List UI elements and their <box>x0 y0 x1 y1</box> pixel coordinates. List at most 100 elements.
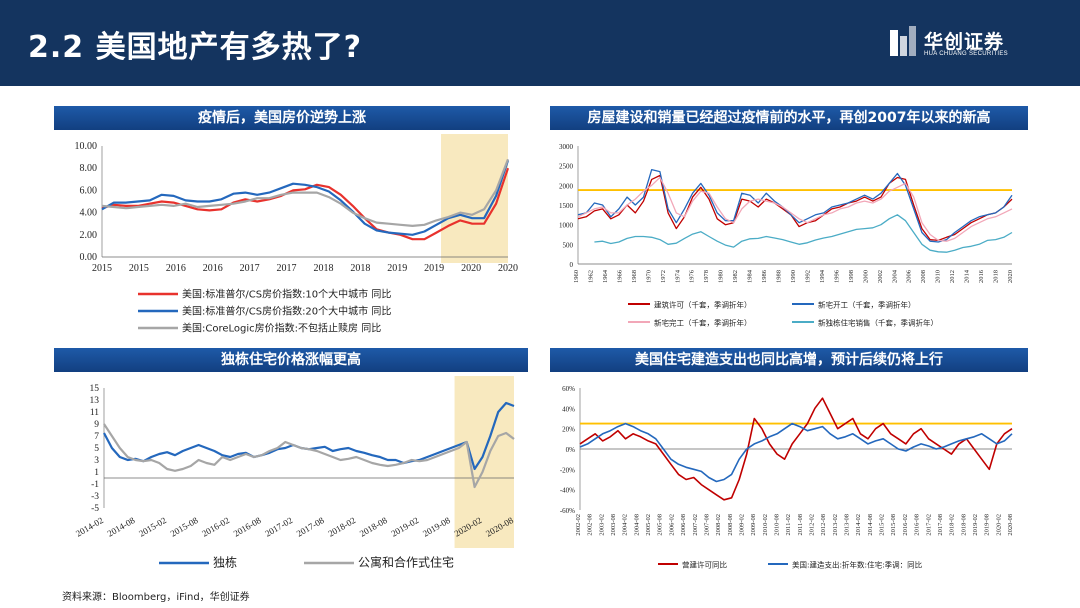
chart-title-spending: 美国住宅建造支出也同比高增，预计后续仍将上行 <box>550 348 1028 372</box>
y-tick-label: -20% <box>560 466 575 474</box>
series-line-2 <box>579 422 1013 483</box>
y-tick-label: 1000 <box>559 222 574 230</box>
legend-label-1: 营建许可同比 <box>682 560 727 570</box>
x-tick-label: 2017-02 <box>263 515 294 539</box>
x-tick-label: 2019 <box>424 263 444 274</box>
x-tick-label: 1976 <box>689 269 696 283</box>
y-tick-label: 0% <box>566 446 576 454</box>
x-tick-label: 2018-02 <box>949 514 956 536</box>
series-line-1 <box>577 174 1013 242</box>
legend-label-4: 新独栋住宅销售（千套，季调折年） <box>818 318 938 328</box>
x-tick-label: 2009-08 <box>750 514 757 536</box>
y-tick-label: 3 <box>94 456 99 466</box>
x-tick-label: 2020-02 <box>995 514 1002 536</box>
x-tick-label: 2000 <box>862 270 869 283</box>
series-line-2 <box>103 423 515 489</box>
y-tick-label: 2.00 <box>80 230 98 241</box>
x-tick-label: 1964 <box>602 269 609 283</box>
series-line-3 <box>101 158 510 227</box>
x-tick-label: 2014-02 <box>74 515 105 539</box>
x-tick-label: 2006-08 <box>680 514 687 536</box>
logo-subtitle: HUA CHUANG SECURITIES <box>924 51 1008 57</box>
x-tick-label: 1980 <box>718 270 725 283</box>
x-tick-label: 1970 <box>645 270 652 283</box>
chart-title-single-family: 独栋住宅价格涨幅更高 <box>54 348 528 372</box>
y-tick-label: 15 <box>90 384 100 394</box>
x-tick-label: 1986 <box>761 269 768 283</box>
x-tick-label: 1994 <box>819 269 826 283</box>
x-tick-label: 1972 <box>660 270 667 283</box>
x-tick-label: 2020 <box>1007 270 1014 283</box>
series-line-3 <box>577 176 1013 242</box>
x-tick-label: 2014-08 <box>867 514 874 536</box>
x-tick-label: 1988 <box>776 270 783 283</box>
x-tick-label: 2008 <box>920 270 927 283</box>
x-tick-label: 2015-02 <box>137 515 168 539</box>
x-tick-label: 2013-08 <box>844 514 851 536</box>
x-tick-label: 2017-02 <box>925 514 932 536</box>
x-tick-label: 2017 <box>240 263 260 274</box>
x-tick-label: 2002-02 <box>575 514 582 536</box>
x-tick-label: 2005-02 <box>645 514 652 536</box>
x-tick-label: 2010 <box>935 270 942 283</box>
series-line-1 <box>101 167 510 241</box>
x-tick-label: 2019-08 <box>984 514 991 536</box>
x-tick-label: 1998 <box>848 270 855 283</box>
x-tick-label: 2003-02 <box>598 514 605 536</box>
x-tick-label: 2007-08 <box>703 514 710 536</box>
x-tick-label: 2015 <box>129 263 149 274</box>
x-tick-label: 2003-08 <box>610 514 617 536</box>
x-tick-label: 2018-02 <box>326 515 357 539</box>
series-line-4 <box>594 214 1013 253</box>
x-tick-label: 2012-02 <box>809 514 816 536</box>
x-tick-label: 2014 <box>964 269 971 283</box>
legend-label-1: 建筑许可（千套，季调折年） <box>654 300 752 310</box>
x-tick-label: 2016 <box>203 263 223 274</box>
x-tick-label: 2018 <box>350 263 370 274</box>
x-tick-label: 2012 <box>949 270 956 283</box>
chart-svg-spending: -60% -40% -20% 0% 20% 40% 60% 2002-02 2002-08 200… <box>560 385 1014 570</box>
y-tick-label: -5 <box>91 504 99 514</box>
x-tick-label: 2018-08 <box>358 515 389 539</box>
y-tick-label: 13 <box>90 396 100 406</box>
legend-label-1: 美国:标准普尔/CS房价指数:10个大中城市 同比 <box>182 288 391 301</box>
series-line-2 <box>101 160 510 236</box>
x-tick-label: 1978 <box>703 270 710 283</box>
series-line-1 <box>579 397 1013 501</box>
chart-title-house-price: 疫情后，美国房价逆势上涨 <box>54 106 510 130</box>
y-tick-label: 500 <box>563 241 574 249</box>
x-tick-label: 2007-02 <box>692 514 699 536</box>
x-tick-label: 2020 <box>461 263 481 274</box>
x-tick-label: 2013-02 <box>832 514 839 536</box>
y-tick-label: 0 <box>570 261 574 269</box>
x-tick-label: 2019-08 <box>421 515 452 539</box>
x-tick-label: 1990 <box>790 270 797 283</box>
y-tick-label: 10.00 <box>75 141 98 152</box>
x-tick-label: 2018-08 <box>960 514 967 536</box>
y-tick-label: 20% <box>562 426 575 434</box>
x-tick-label: 2008-02 <box>715 514 722 536</box>
y-tick-label: -3 <box>91 492 99 502</box>
y-tick-label: 4.00 <box>80 208 98 219</box>
x-tick-label: 2019-02 <box>972 514 979 536</box>
chart-title-construction: 房屋建设和销量已经超过疫情前的水平，再创2007年以来的新高 <box>550 106 1028 130</box>
chart-construction: 0 500 1000 1500 2000 2500 3000 1960 1962 1964 1966… <box>540 134 1040 344</box>
x-tick-label: 1968 <box>631 270 638 283</box>
x-tick-label: 2002-08 <box>587 514 594 536</box>
x-tick-label: 2016-08 <box>232 515 263 539</box>
y-tick-label: -1 <box>91 480 99 490</box>
y-tick-label: 7 <box>94 432 99 442</box>
chart-svg-construction: 0 500 1000 1500 2000 2500 3000 1960 1962 1964 1966… <box>559 143 1014 328</box>
x-tick-label: 2014-02 <box>855 514 862 536</box>
legend-label-2: 公寓和合作式住宅 <box>358 555 454 570</box>
x-tick-label: 2004-08 <box>633 514 640 536</box>
x-tick-label: 2015-02 <box>879 514 886 536</box>
x-tick-label: 1982 <box>732 270 739 283</box>
page-title: 2.2 美国地产有多热了? <box>28 30 362 65</box>
chart-spending: -60% -40% -20% 0% 20% 40% 60% 2002-02 2002-08 200… <box>540 376 1040 581</box>
x-tick-label: 2005-08 <box>657 514 664 536</box>
x-tick-label: 2010-02 <box>762 514 769 536</box>
source-note: 资料来源：Bloomberg，iFind，华创证券 <box>62 592 250 603</box>
legend-label-2: 美国:建造支出:折年数:住宅:季调：同比 <box>792 560 923 570</box>
